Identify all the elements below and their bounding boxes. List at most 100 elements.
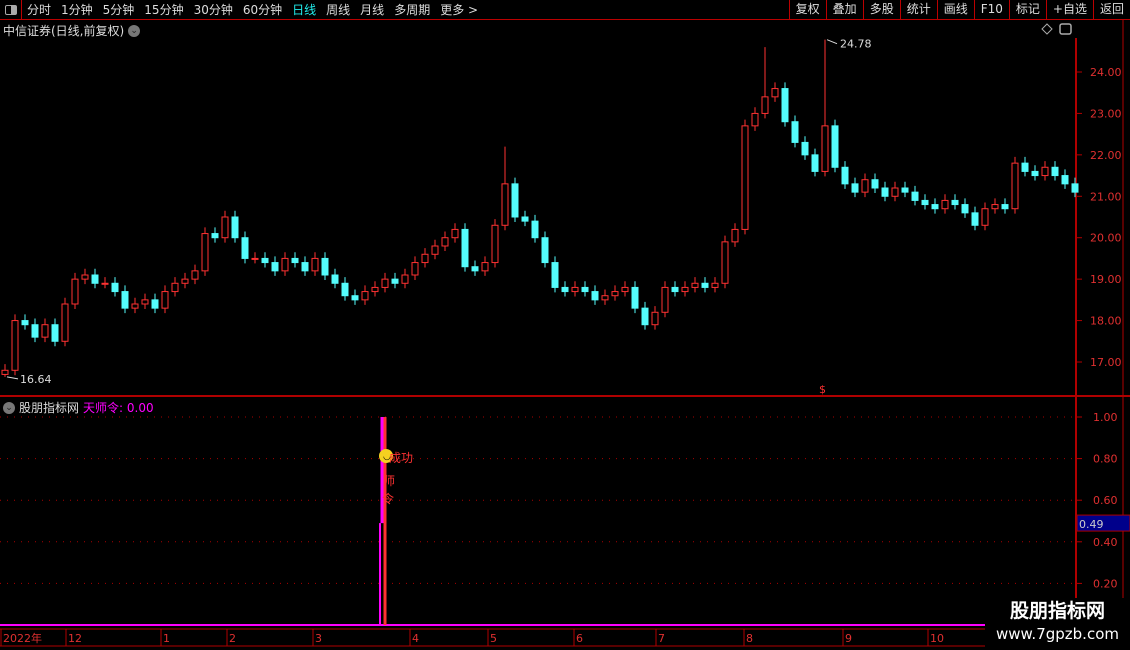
smiley-face: ◡ xyxy=(383,452,391,462)
toolbar: 分时 1分钟 5分钟 15分钟 30分钟 60分钟 日线 周线 月线 多周期 更多 > 复权 叠加 多股… xyxy=(0,0,1130,20)
toolbar-button[interactable]: 统计 xyxy=(899,0,937,19)
candle-body xyxy=(361,291,369,301)
candle-body xyxy=(711,282,719,288)
candle-body xyxy=(171,282,179,293)
ytick-label: 24.00 xyxy=(1090,66,1122,79)
candle-body xyxy=(1,369,9,375)
smiley-icon xyxy=(379,449,393,463)
watermark: 股朋指标网 www.7gpzb.com xyxy=(985,598,1130,650)
candle-body xyxy=(181,278,189,284)
candle-body xyxy=(101,282,109,285)
xtick-label: 1 xyxy=(163,632,170,645)
candle-body xyxy=(611,291,619,297)
candle-body xyxy=(481,262,489,272)
toolbar-button[interactable]: +自选 xyxy=(1045,0,1093,19)
ytick-label: 21.00 xyxy=(1090,190,1122,203)
sub-ytick-label: 0.20 xyxy=(1093,577,1118,590)
period-tab[interactable]: 多周期 xyxy=(394,3,431,17)
candle-body xyxy=(1041,166,1049,177)
candle-body xyxy=(501,183,509,226)
ytick-label: 17.00 xyxy=(1090,356,1122,369)
low-price-label: 16.64 xyxy=(20,373,52,386)
candle-body xyxy=(151,299,159,309)
candle-body xyxy=(881,187,889,197)
candle-body xyxy=(261,257,269,264)
candle-body xyxy=(391,278,399,284)
candle-body xyxy=(681,286,689,293)
candle-body xyxy=(191,270,199,280)
candle-body xyxy=(601,295,609,301)
candle-body xyxy=(991,204,999,210)
period-tab[interactable]: 15分钟 xyxy=(144,3,184,17)
indicator-name: 股朋指标网 xyxy=(19,401,80,415)
candle-body xyxy=(411,262,419,276)
toolbar-button[interactable]: 标记 xyxy=(1008,0,1046,19)
chevron-down-icon[interactable]: ⌄ xyxy=(3,401,15,414)
period-tab[interactable]: 月线 xyxy=(360,3,385,17)
candle-body xyxy=(701,282,709,288)
signal-text: 令 xyxy=(382,491,394,506)
period-tab[interactable]: 日线 xyxy=(292,3,317,17)
panel-toggle-icon[interactable] xyxy=(0,0,22,19)
candle-body xyxy=(821,125,829,172)
candle-body xyxy=(761,96,769,114)
period-tab[interactable]: 周线 xyxy=(326,3,351,17)
toolbar-button[interactable]: 多股 xyxy=(862,0,900,19)
candle-body xyxy=(491,224,499,264)
toolbar-button[interactable]: 画线 xyxy=(936,0,974,19)
period-tab[interactable]: 5分钟 xyxy=(102,3,135,17)
toolbar-button[interactable]: 复权 xyxy=(788,0,826,19)
candle-body xyxy=(321,257,329,276)
candle-body xyxy=(161,291,169,309)
period-tab[interactable]: 更多 > xyxy=(440,3,479,17)
candle-body xyxy=(201,233,209,272)
chart-title: 中信证券(日线,前复权) ⌄ xyxy=(3,22,141,39)
candle-body xyxy=(661,286,669,313)
candle-body xyxy=(871,179,879,189)
xtick-label: 5 xyxy=(490,632,497,645)
period-tab[interactable]: 1分钟 xyxy=(61,3,93,17)
candle-body xyxy=(1071,183,1079,193)
candle-body xyxy=(561,286,569,293)
candle-body xyxy=(41,324,49,338)
candle-body xyxy=(841,166,849,185)
candle-body xyxy=(541,237,549,264)
period-tab[interactable]: 60分钟 xyxy=(242,3,283,17)
sub-ytick-label: 0.60 xyxy=(1093,494,1118,507)
candle-body xyxy=(901,187,909,193)
toolbar-button[interactable]: F10 xyxy=(973,0,1009,19)
diamond-icon xyxy=(1041,23,1053,35)
toolbar-button[interactable]: 返回 xyxy=(1092,0,1130,19)
toolbar-button[interactable]: 叠加 xyxy=(825,0,863,19)
candle-body xyxy=(641,307,649,326)
candle-body xyxy=(31,324,39,338)
high-price-label: 24.78 xyxy=(840,38,872,51)
candle-body xyxy=(341,282,349,297)
period-tab[interactable]: 30分钟 xyxy=(193,3,233,17)
candle-body xyxy=(271,262,279,272)
candle-body xyxy=(441,237,449,247)
ytick-label: 19.00 xyxy=(1090,273,1122,286)
candle-body xyxy=(951,199,959,206)
xtick-label: 9 xyxy=(845,632,852,645)
candle-body xyxy=(571,286,579,293)
candle-body xyxy=(1051,166,1059,177)
candle-body xyxy=(671,286,679,293)
candle-body xyxy=(111,282,119,293)
candle-body xyxy=(281,257,289,272)
candle-body xyxy=(121,291,129,309)
candle-body xyxy=(831,125,839,168)
chevron-down-icon[interactable]: ⌄ xyxy=(128,24,141,37)
current-value-label: 0.49 xyxy=(1079,518,1104,531)
xtick-label: 7 xyxy=(658,632,665,645)
candle-body xyxy=(801,141,809,156)
event-marker-icon: $ xyxy=(819,383,826,396)
candle-body xyxy=(81,274,89,280)
period-tab[interactable]: 分时 xyxy=(27,3,52,17)
candle-body xyxy=(61,303,69,342)
candle-body xyxy=(551,262,559,288)
xtick-label: 4 xyxy=(412,632,419,645)
xtick-label: 2 xyxy=(229,632,236,645)
candle-body xyxy=(531,220,539,239)
ytick-label: 23.00 xyxy=(1090,107,1122,120)
